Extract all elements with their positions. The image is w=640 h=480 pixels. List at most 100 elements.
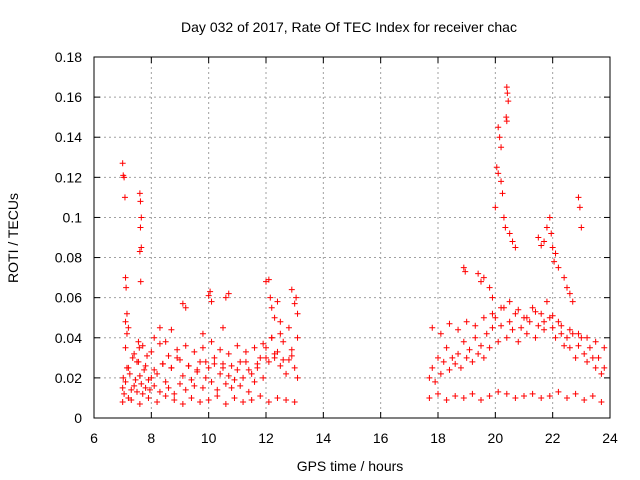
data-point: [168, 326, 175, 333]
data-point: [208, 378, 215, 385]
data-point: [552, 250, 559, 257]
data-point: [432, 378, 439, 385]
data-point: [576, 204, 583, 211]
grid: [94, 57, 610, 418]
data-point: [466, 346, 473, 353]
data-point: [148, 348, 155, 355]
data-point: [506, 230, 513, 237]
data-point: [225, 372, 232, 379]
data-point: [495, 124, 502, 131]
data-point: [555, 318, 562, 325]
data-point: [182, 386, 189, 393]
x-tick-label: 12: [258, 430, 274, 446]
data-point: [564, 284, 570, 291]
x-axis-title: GPS time / hours: [297, 458, 404, 474]
data-point: [480, 274, 487, 281]
data-point: [452, 392, 459, 399]
data-point: [566, 326, 573, 333]
data-point: [551, 258, 558, 265]
x-tick-label: 20: [488, 430, 504, 446]
data-point: [274, 298, 281, 305]
data-point: [165, 352, 172, 359]
data-point: [455, 326, 462, 333]
data-point: [135, 338, 142, 345]
data-point: [478, 278, 484, 285]
data-point: [125, 324, 132, 331]
data-point: [512, 244, 519, 251]
data-point: [294, 374, 301, 381]
data-point: [532, 334, 539, 341]
data-point: [601, 364, 608, 371]
data-point: [228, 384, 235, 391]
data-point: [208, 338, 215, 345]
data-point: [538, 242, 545, 249]
data-point: [188, 394, 195, 401]
data-point: [541, 326, 548, 333]
data-point: [222, 380, 229, 387]
data-point: [429, 324, 436, 331]
data-point: [177, 380, 183, 387]
data-point: [532, 308, 539, 315]
data-point: [500, 214, 507, 221]
data-point: [492, 204, 499, 211]
data-point: [503, 84, 510, 91]
data-point: [446, 320, 453, 327]
data-point: [214, 386, 221, 393]
data-point: [543, 298, 550, 305]
data-point: [506, 298, 513, 305]
data-point: [139, 390, 146, 397]
data-point: [231, 394, 238, 401]
data-point: [128, 396, 135, 403]
data-point: [217, 370, 224, 377]
data-point: [543, 224, 550, 231]
y-tick-label: 0.12: [55, 169, 82, 185]
plot-frame: [93, 56, 611, 419]
data-point: [202, 374, 209, 381]
data-point: [535, 234, 542, 241]
data-point: [274, 394, 281, 401]
data-point: [122, 274, 129, 281]
data-point: [260, 374, 267, 381]
data-point: [291, 364, 298, 371]
data-point: [151, 382, 158, 389]
data-point: [578, 224, 585, 231]
data-point: [263, 344, 269, 351]
data-point: [463, 318, 470, 325]
data-point: [162, 338, 169, 345]
y-tick-label: 0.02: [55, 370, 82, 386]
data-point: [541, 238, 548, 245]
data-point: [291, 300, 298, 307]
data-point: [460, 394, 467, 401]
data-point: [144, 352, 151, 359]
data-point: [475, 270, 482, 277]
data-point: [523, 314, 530, 321]
data-point: [146, 386, 153, 393]
data-point: [137, 278, 144, 285]
data-point: [222, 294, 229, 301]
data-point: [277, 318, 284, 325]
data-point: [443, 344, 450, 351]
data-point: [119, 398, 126, 405]
data-point: [131, 382, 138, 389]
data-point: [122, 378, 129, 385]
data-point: [460, 264, 467, 271]
data-point: [521, 392, 527, 399]
x-axis-tick-labels: 6 8 10 12 14 16 18 20 22 24: [90, 430, 618, 446]
data-point: [122, 318, 129, 325]
data-point: [240, 374, 247, 381]
data-point: [174, 346, 181, 353]
data-point: [506, 318, 513, 325]
data-point: [151, 334, 158, 341]
data-point: [294, 310, 301, 317]
data-point: [558, 322, 565, 329]
data-point: [211, 354, 218, 361]
data-point: [162, 378, 169, 385]
data-point: [245, 366, 252, 373]
data-point: [564, 334, 570, 341]
data-point: [280, 338, 287, 345]
data-point: [518, 324, 525, 331]
data-point: [168, 364, 175, 371]
data-point: [555, 388, 562, 395]
data-point: [257, 392, 264, 399]
